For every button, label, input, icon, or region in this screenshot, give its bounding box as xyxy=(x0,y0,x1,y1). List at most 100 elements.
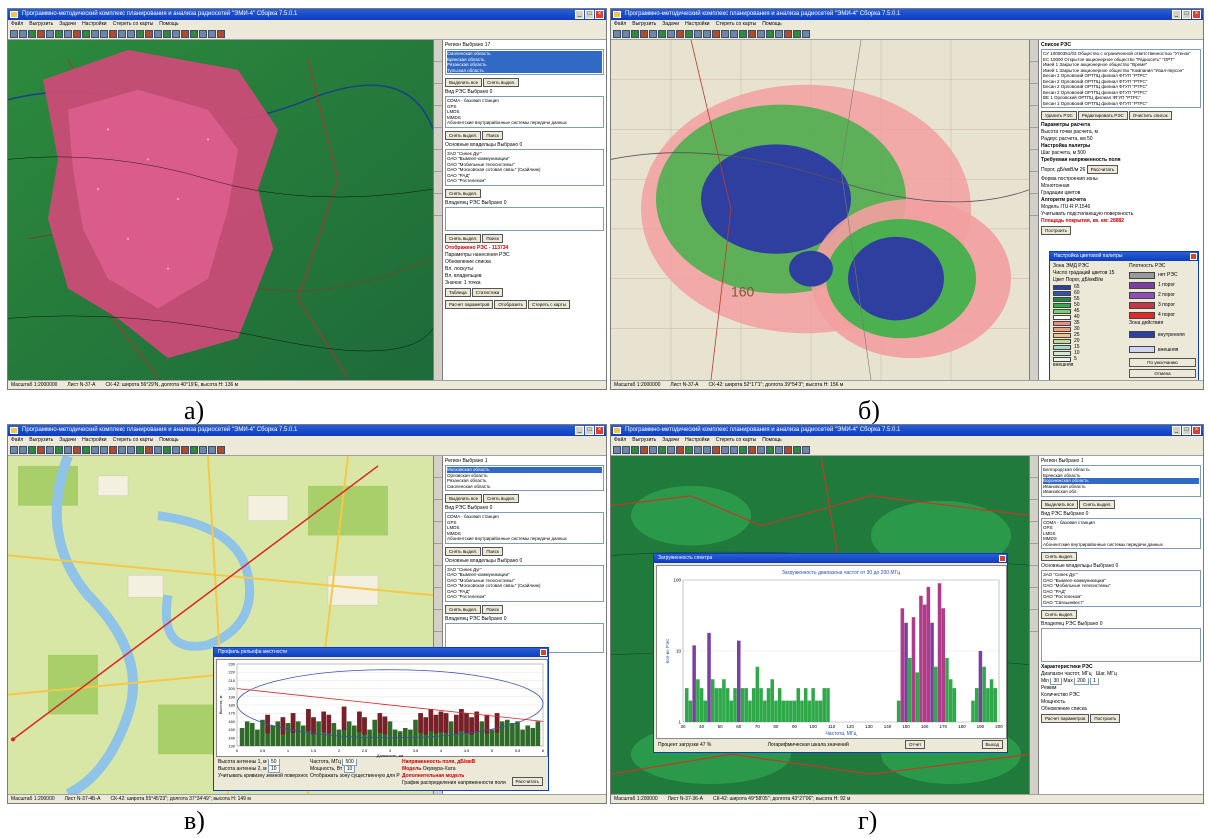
deselect-button[interactable]: Снять выдел. xyxy=(1079,499,1116,509)
menu-tasks[interactable]: Задачи xyxy=(662,437,680,443)
list-item[interactable]: ОАО "РАД" xyxy=(447,588,471,594)
tool-icon[interactable] xyxy=(748,446,756,454)
maximize-button[interactable]: □ xyxy=(585,10,594,19)
tool-icon[interactable] xyxy=(613,446,621,454)
tool-icon[interactable] xyxy=(64,446,72,454)
list-item[interactable]: ОАО "Связьинвест" xyxy=(1043,599,1084,605)
tool-icon[interactable] xyxy=(82,30,90,38)
tool-icon[interactable] xyxy=(766,30,774,38)
search-button[interactable]: Поиск xyxy=(482,546,503,556)
owner-rs-list[interactable] xyxy=(445,206,604,231)
regions-list[interactable]: Московская область Орловская область Ряз… xyxy=(445,465,604,491)
tool-icon[interactable] xyxy=(712,30,720,38)
display-button[interactable]: Отобразить xyxy=(494,299,527,309)
owner-rs-list[interactable] xyxy=(1041,628,1201,662)
menu-tasks[interactable]: Задачи xyxy=(662,21,680,27)
maximize-button[interactable]: □ xyxy=(1182,426,1191,435)
color-swatch[interactable] xyxy=(1053,356,1071,362)
dialog-titlebar[interactable]: Настройка цветовой палитры xyxy=(1050,252,1198,261)
erase-button[interactable]: Стереть с карты xyxy=(527,299,570,309)
list-item[interactable]: LMDS xyxy=(447,525,460,530)
tool-icon[interactable] xyxy=(55,30,63,38)
list-item[interactable]: Бесан 2 Орловский ОРТПЦ филиал ФГУП "РТР… xyxy=(1043,89,1148,95)
list-item[interactable]: MMDS xyxy=(447,114,461,120)
menu-export[interactable]: Выгрузить xyxy=(29,21,54,27)
minimize-button[interactable]: _ xyxy=(575,10,584,19)
owners-list[interactable]: ЗАО "Синек Дуг" ОАО "Вымпел-коммуникации… xyxy=(1041,570,1201,607)
deselect-button[interactable]: Снять выдел. xyxy=(445,130,482,140)
list-item[interactable]: Бесан 2 Орловский ОРТПЦ филиал ФГУП "РТР… xyxy=(1043,84,1148,89)
table-button[interactable]: Таблица xyxy=(445,287,471,297)
tool-icon[interactable] xyxy=(649,446,657,454)
list-item[interactable]: ЗАО "Синек Дуг" xyxy=(447,150,482,156)
tool-icon[interactable] xyxy=(64,30,72,38)
list-item[interactable]: ОАО "Вымпел-коммуникации" xyxy=(447,156,510,161)
tool-icon[interactable] xyxy=(757,446,765,454)
menu-erase[interactable]: Стереть со карты xyxy=(112,437,154,443)
color-swatch[interactable] xyxy=(1053,302,1071,308)
list-item[interactable]: Абонентские внутрирайонные системы перед… xyxy=(1043,541,1163,547)
palette-level-row[interactable]: 30 xyxy=(1053,326,1123,332)
list-item[interactable]: Белгородская область xyxy=(1043,467,1090,472)
stats-button[interactable]: Статистика xyxy=(471,287,504,297)
tool-icon[interactable] xyxy=(73,30,81,38)
maximize-button[interactable]: □ xyxy=(585,426,594,435)
menu-help[interactable]: Помощь xyxy=(762,21,782,27)
menu-help[interactable]: Помощь xyxy=(762,437,782,443)
icon-select[interactable]: 1 точка xyxy=(463,279,481,286)
tool-icon[interactable] xyxy=(199,446,207,454)
menu-settings[interactable]: Настройки xyxy=(685,437,710,443)
tool-icon[interactable] xyxy=(703,30,711,38)
tool-icon[interactable] xyxy=(217,446,225,454)
deselect-button[interactable]: Снять выдел. xyxy=(445,188,482,198)
palette-level-row[interactable]: 35 xyxy=(1053,320,1123,326)
tool-icon[interactable] xyxy=(784,446,792,454)
antenna-h2-input[interactable]: 10 xyxy=(268,766,280,773)
tool-icon[interactable] xyxy=(199,30,207,38)
tool-icon[interactable] xyxy=(676,30,684,38)
tool-icon[interactable] xyxy=(757,30,765,38)
option-update[interactable]: Обновление списка xyxy=(445,258,491,265)
tool-icon[interactable] xyxy=(667,446,675,454)
density-row[interactable]: 2 порог xyxy=(1129,290,1197,300)
tool-icon[interactable] xyxy=(658,446,666,454)
list-item[interactable]: CDMA - базовая станция xyxy=(1043,519,1095,525)
tool-icon[interactable] xyxy=(172,30,180,38)
tool-icon[interactable] xyxy=(91,446,99,454)
tool-icon[interactable] xyxy=(163,30,171,38)
list-item[interactable]: CDMA - базовая станция xyxy=(447,98,499,103)
owners-list[interactable]: ЗАО "Синек Дуг" ОАО "Вымпел-коммуникации… xyxy=(445,148,604,186)
list-item[interactable]: ЕС 10000 Открытое акционерное общество "… xyxy=(1043,56,1175,62)
search-button[interactable]: Поиск xyxy=(482,604,503,614)
tool-icon[interactable] xyxy=(703,446,711,454)
select-all-button[interactable]: Выделить все xyxy=(1041,499,1079,509)
list-item[interactable]: Воронежская область xyxy=(1043,478,1199,484)
dialog-titlebar[interactable]: Загруженность спектра xyxy=(654,554,1007,563)
tool-icon[interactable] xyxy=(748,30,756,38)
calc-button[interactable]: Рассчитать xyxy=(1086,165,1119,174)
list-item[interactable]: Бесан 1 Орловский ОРТПЦ филиал ФГУП "РТР… xyxy=(1043,100,1148,106)
option-owners[interactable]: Вл. владельцев xyxy=(445,272,482,279)
menu-help[interactable]: Помощь xyxy=(159,21,179,27)
tool-icon[interactable] xyxy=(685,446,693,454)
tool-icon[interactable] xyxy=(712,446,720,454)
density-row[interactable]: нет РЭС xyxy=(1129,270,1197,280)
tool-icon[interactable] xyxy=(19,30,27,38)
minimize-button[interactable]: _ xyxy=(1172,426,1181,435)
deselect-button[interactable]: Снять выдел. xyxy=(1041,610,1078,619)
tool-icon[interactable] xyxy=(55,446,63,454)
deselect-button[interactable]: Снять выдел. xyxy=(445,233,482,243)
list-item[interactable]: Смоленская область xyxy=(447,483,491,489)
tool-icon[interactable] xyxy=(739,30,747,38)
list-item[interactable]: MMDS xyxy=(1043,536,1057,541)
close-icon[interactable] xyxy=(1190,253,1197,260)
color-swatch[interactable] xyxy=(1129,281,1155,289)
list-item[interactable]: ВЕ 1 Орловский ОРТПЦ филиал ФГУП "РТРС" xyxy=(1043,95,1141,100)
cancel-button[interactable]: Отмена xyxy=(1129,369,1196,378)
radius-input[interactable]: 50 xyxy=(1087,136,1093,142)
menu-export[interactable]: Выгрузить xyxy=(29,437,54,443)
palette-level-row[interactable]: 5 xyxy=(1053,356,1123,362)
palette-level-row[interactable]: 50 xyxy=(1053,302,1123,308)
tool-icon[interactable] xyxy=(100,446,108,454)
select-all-button[interactable]: Выделить все xyxy=(445,494,483,503)
